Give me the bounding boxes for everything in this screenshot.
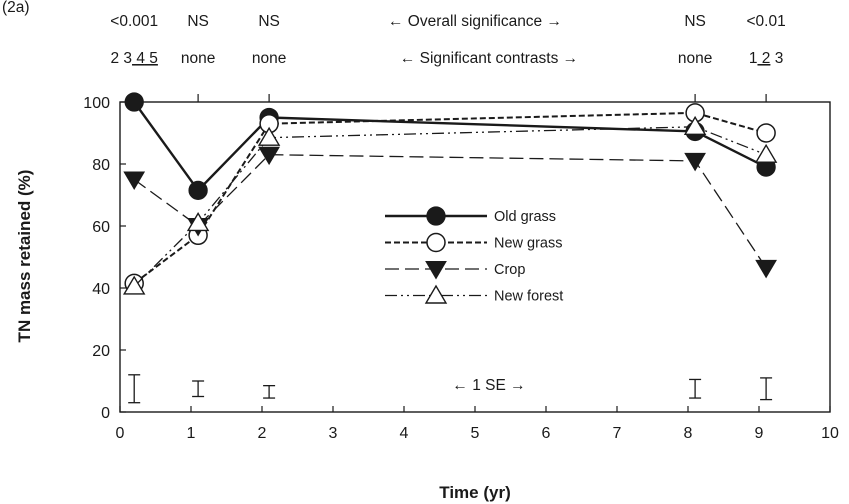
series-line xyxy=(133,101,767,192)
x-axis-title: Time (yr) xyxy=(439,483,511,502)
overall-significance-value: NS xyxy=(684,13,706,30)
x-tick-label: 9 xyxy=(755,425,764,442)
se-error-bar xyxy=(689,378,702,399)
significant-contrasts-value: none xyxy=(181,50,215,67)
series-new-forest xyxy=(122,115,778,295)
legend-entry: Old grass xyxy=(385,206,556,226)
data-point xyxy=(123,171,146,190)
legend-label: Crop xyxy=(494,262,525,278)
y-tick-label: 40 xyxy=(92,281,110,298)
x-tick-label: 2 xyxy=(258,425,267,442)
significant-contrasts-value: none xyxy=(678,50,712,67)
legend-entry: New forest xyxy=(385,284,563,305)
legend-label: New grass xyxy=(494,236,563,252)
legend-label: New forest xyxy=(494,289,563,305)
series-line xyxy=(133,154,767,269)
x-tick-label: 10 xyxy=(821,425,839,442)
data-point xyxy=(754,143,778,163)
overall-significance-value: <0.01 xyxy=(746,13,785,30)
y-tick-label: 0 xyxy=(101,405,110,422)
se-error-bar xyxy=(192,380,205,398)
y-tick-label: 60 xyxy=(92,219,110,236)
series-line xyxy=(133,111,767,285)
se-error-bar xyxy=(263,384,276,399)
legend-label: Old grass xyxy=(494,209,556,225)
x-tick-label: 8 xyxy=(684,425,693,442)
series-old-grass xyxy=(124,92,776,201)
data-point xyxy=(122,275,146,295)
legend-marker xyxy=(426,206,446,226)
panel-label: (2a) xyxy=(2,0,30,16)
series-line xyxy=(133,126,767,287)
series-new-grass xyxy=(124,103,776,294)
x-tick-label: 3 xyxy=(329,425,338,442)
legend-marker xyxy=(425,261,447,280)
x-tick-label: 1 xyxy=(187,425,196,442)
x-tick-label: 6 xyxy=(542,425,551,442)
legend-entry: Crop xyxy=(385,261,525,280)
legend-entry: New grass xyxy=(385,232,563,253)
y-tick-label: 100 xyxy=(83,95,110,112)
se-error-bar xyxy=(760,377,773,401)
y-tick-label: 80 xyxy=(92,157,110,174)
data-point xyxy=(755,259,777,279)
data-point xyxy=(257,126,281,146)
x-tick-label: 5 xyxy=(471,425,480,442)
y-tick-label: 20 xyxy=(92,343,110,360)
significant-contrasts-value: 1 2 3 xyxy=(749,50,784,67)
legend-marker xyxy=(424,284,448,304)
significant-contrasts-value: none xyxy=(252,50,286,67)
x-tick-label: 4 xyxy=(400,425,409,442)
overall-significance-value: NS xyxy=(187,13,209,30)
se-error-bar xyxy=(128,374,141,404)
data-point xyxy=(684,152,706,172)
data-point xyxy=(186,212,210,232)
overall-significance-value: NS xyxy=(258,13,280,30)
data-point xyxy=(683,115,707,136)
y-axis-title: TN mass retained (%) xyxy=(15,170,34,343)
x-tick-label: 0 xyxy=(116,425,125,442)
data-point xyxy=(258,146,280,166)
data-point xyxy=(756,123,776,143)
x-tick-label: 7 xyxy=(613,425,622,442)
overall-significance-value: <0.001 xyxy=(110,13,158,30)
plot-frame xyxy=(119,101,831,413)
data-point xyxy=(124,92,144,112)
significant-contrasts-label: ← Significant contrasts → xyxy=(400,50,578,67)
data-point xyxy=(188,180,208,201)
significant-contrasts-value: 2 3 4 5 xyxy=(110,50,157,67)
overall-significance-label: ← Overall significance → xyxy=(388,13,562,30)
error-bar-label: ← 1 SE → xyxy=(452,377,525,394)
legend-marker xyxy=(426,232,446,253)
